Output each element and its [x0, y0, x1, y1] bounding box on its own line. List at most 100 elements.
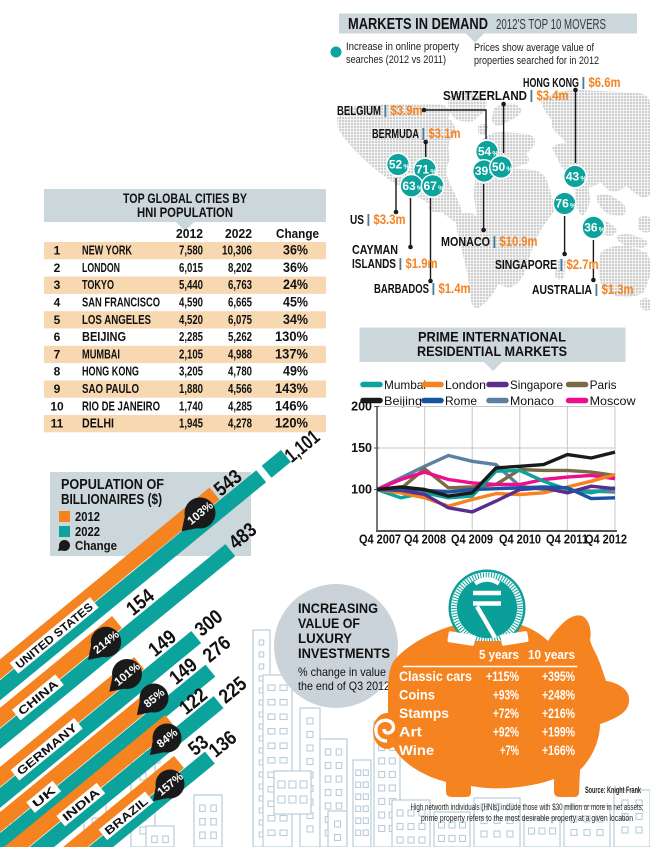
- svg-text:63: 63: [402, 179, 416, 193]
- svg-text:prime property refers to the m: prime property refers to the most desira…: [421, 813, 633, 824]
- svg-text:49%: 49%: [283, 363, 308, 379]
- svg-text:Q4 2012: Q4 2012: [585, 532, 627, 547]
- svg-text:45%: 45%: [283, 294, 308, 310]
- svg-text:100: 100: [351, 483, 372, 497]
- svg-text:24%: 24%: [283, 276, 308, 292]
- svg-text:%: %: [417, 185, 424, 192]
- svg-text:Q4 2008: Q4 2008: [404, 532, 446, 547]
- svg-text:ISLANDS: ISLANDS: [352, 256, 396, 271]
- svg-text:Q4 2009: Q4 2009: [451, 532, 493, 547]
- svg-text:HONG KONG: HONG KONG: [82, 365, 139, 379]
- svg-text:5,440: 5,440: [179, 278, 203, 292]
- svg-text:$3.3m: $3.3m: [374, 212, 406, 227]
- svg-text:BEIJING: BEIJING: [82, 330, 126, 344]
- svg-text:Rome: Rome: [445, 394, 477, 408]
- svg-text:$1.9m: $1.9m: [406, 256, 438, 271]
- svg-text:MARKETS IN DEMAND: MARKETS IN DEMAND: [348, 16, 488, 33]
- svg-text:6,763: 6,763: [228, 278, 252, 292]
- svg-text:2012'S TOP 10 MOVERS: 2012'S TOP 10 MOVERS: [496, 17, 606, 33]
- svg-text:3: 3: [54, 278, 61, 292]
- svg-text:Prices show average value of: Prices show average value of: [474, 42, 595, 54]
- svg-text:2022: 2022: [75, 525, 100, 539]
- svg-text:HNI POPULATION: HNI POPULATION: [137, 204, 233, 220]
- svg-text:DELHI: DELHI: [82, 417, 114, 431]
- svg-text:Q4 2011: Q4 2011: [546, 532, 588, 547]
- svg-text:properties searched for in 201: properties searched for in 2012: [474, 55, 599, 67]
- svg-text:US: US: [350, 212, 364, 227]
- svg-text:6,665: 6,665: [228, 296, 252, 310]
- svg-text:Moscow: Moscow: [590, 394, 636, 408]
- svg-text:BERMUDA: BERMUDA: [372, 126, 419, 141]
- svg-text:Wine: Wine: [399, 742, 434, 758]
- svg-text:4,988: 4,988: [228, 347, 252, 361]
- svg-text:CAYMAN: CAYMAN: [352, 242, 398, 257]
- svg-text:2,285: 2,285: [179, 330, 203, 344]
- svg-text:%: %: [403, 164, 410, 171]
- svg-text:%: %: [430, 169, 437, 176]
- svg-text:5 years: 5 years: [479, 647, 519, 662]
- svg-text:%: %: [570, 203, 577, 210]
- svg-text:TOP GLOBAL CITIES BY: TOP GLOBAL CITIES BY: [123, 190, 248, 206]
- svg-text:SWITZERLAND: SWITZERLAND: [443, 88, 527, 103]
- svg-text:+216%: +216%: [542, 706, 575, 721]
- svg-text:6: 6: [54, 330, 61, 344]
- svg-text:the end of Q3 2012: the end of Q3 2012: [298, 679, 390, 693]
- svg-text:+199%: +199%: [542, 725, 575, 740]
- svg-text:+115%: +115%: [486, 669, 519, 684]
- svg-text:PRIME INTERNATIONAL: PRIME INTERNATIONAL: [418, 329, 566, 345]
- svg-text:8,202: 8,202: [228, 261, 252, 275]
- svg-text:10 years: 10 years: [528, 647, 575, 662]
- svg-text:+92%: +92%: [493, 725, 519, 740]
- svg-text:+72%: +72%: [493, 706, 519, 721]
- svg-text:120%: 120%: [275, 415, 309, 431]
- svg-text:Change: Change: [75, 539, 117, 553]
- svg-text:$3.9m: $3.9m: [391, 103, 423, 118]
- svg-text:LOS ANGELES: LOS ANGELES: [82, 313, 151, 327]
- svg-text:HONG KONG: HONG KONG: [523, 75, 579, 90]
- svg-text:SINGAPORE: SINGAPORE: [495, 257, 557, 272]
- svg-text:Classic cars: Classic cars: [399, 668, 472, 684]
- svg-text:$1.4m: $1.4m: [439, 281, 471, 296]
- svg-text:$3.1m: $3.1m: [429, 126, 461, 141]
- svg-text:Mumbai: Mumbai: [384, 378, 426, 392]
- svg-text:54: 54: [478, 145, 492, 159]
- svg-text:143%: 143%: [275, 380, 309, 396]
- svg-text:London: London: [445, 378, 486, 392]
- svg-text:Monaco: Monaco: [510, 394, 554, 408]
- svg-text:RESIDENTIAL MARKETS: RESIDENTIAL MARKETS: [417, 343, 567, 359]
- svg-text:10: 10: [50, 399, 64, 413]
- svg-text:Increase in online property: Increase in online property: [346, 41, 459, 53]
- svg-text:TOKYO: TOKYO: [82, 278, 114, 292]
- svg-text:11: 11: [51, 417, 64, 431]
- svg-text:SAO PAULO: SAO PAULO: [82, 382, 139, 396]
- svg-text:76: 76: [555, 197, 569, 211]
- svg-text:200: 200: [351, 400, 372, 414]
- svg-text:8: 8: [54, 365, 61, 379]
- svg-text:Art: Art: [399, 724, 422, 740]
- svg-text:2012: 2012: [75, 510, 100, 524]
- svg-text:1: 1: [54, 244, 61, 258]
- svg-text:52: 52: [389, 158, 403, 172]
- svg-text:50: 50: [492, 160, 506, 174]
- svg-text:%: %: [580, 176, 587, 183]
- svg-text:%: %: [438, 185, 445, 192]
- svg-text:% change in value at: % change in value at: [298, 665, 399, 679]
- svg-text:4,590: 4,590: [179, 296, 203, 310]
- svg-text:9: 9: [54, 382, 61, 396]
- svg-text:SAN FRANCISCO: SAN FRANCISCO: [82, 296, 160, 310]
- svg-text:MONACO: MONACO: [441, 234, 490, 249]
- svg-text:%: %: [599, 227, 606, 234]
- svg-text:$1.3m: $1.3m: [602, 282, 634, 297]
- svg-text:Paris: Paris: [590, 378, 617, 392]
- svg-text:71: 71: [416, 163, 430, 177]
- svg-text:Singapore: Singapore: [510, 378, 563, 392]
- svg-text:1,945: 1,945: [179, 417, 203, 431]
- svg-text:BELGIUM: BELGIUM: [337, 103, 381, 118]
- svg-text:+166%: +166%: [542, 743, 575, 758]
- svg-text:LONDON: LONDON: [82, 261, 120, 275]
- svg-text:36: 36: [584, 221, 598, 235]
- svg-text:Q4 2010: Q4 2010: [499, 532, 541, 547]
- svg-text:BILLIONAIRES ($): BILLIONAIRES ($): [61, 492, 162, 508]
- svg-text:4,285: 4,285: [228, 399, 252, 413]
- svg-text:4: 4: [54, 296, 61, 310]
